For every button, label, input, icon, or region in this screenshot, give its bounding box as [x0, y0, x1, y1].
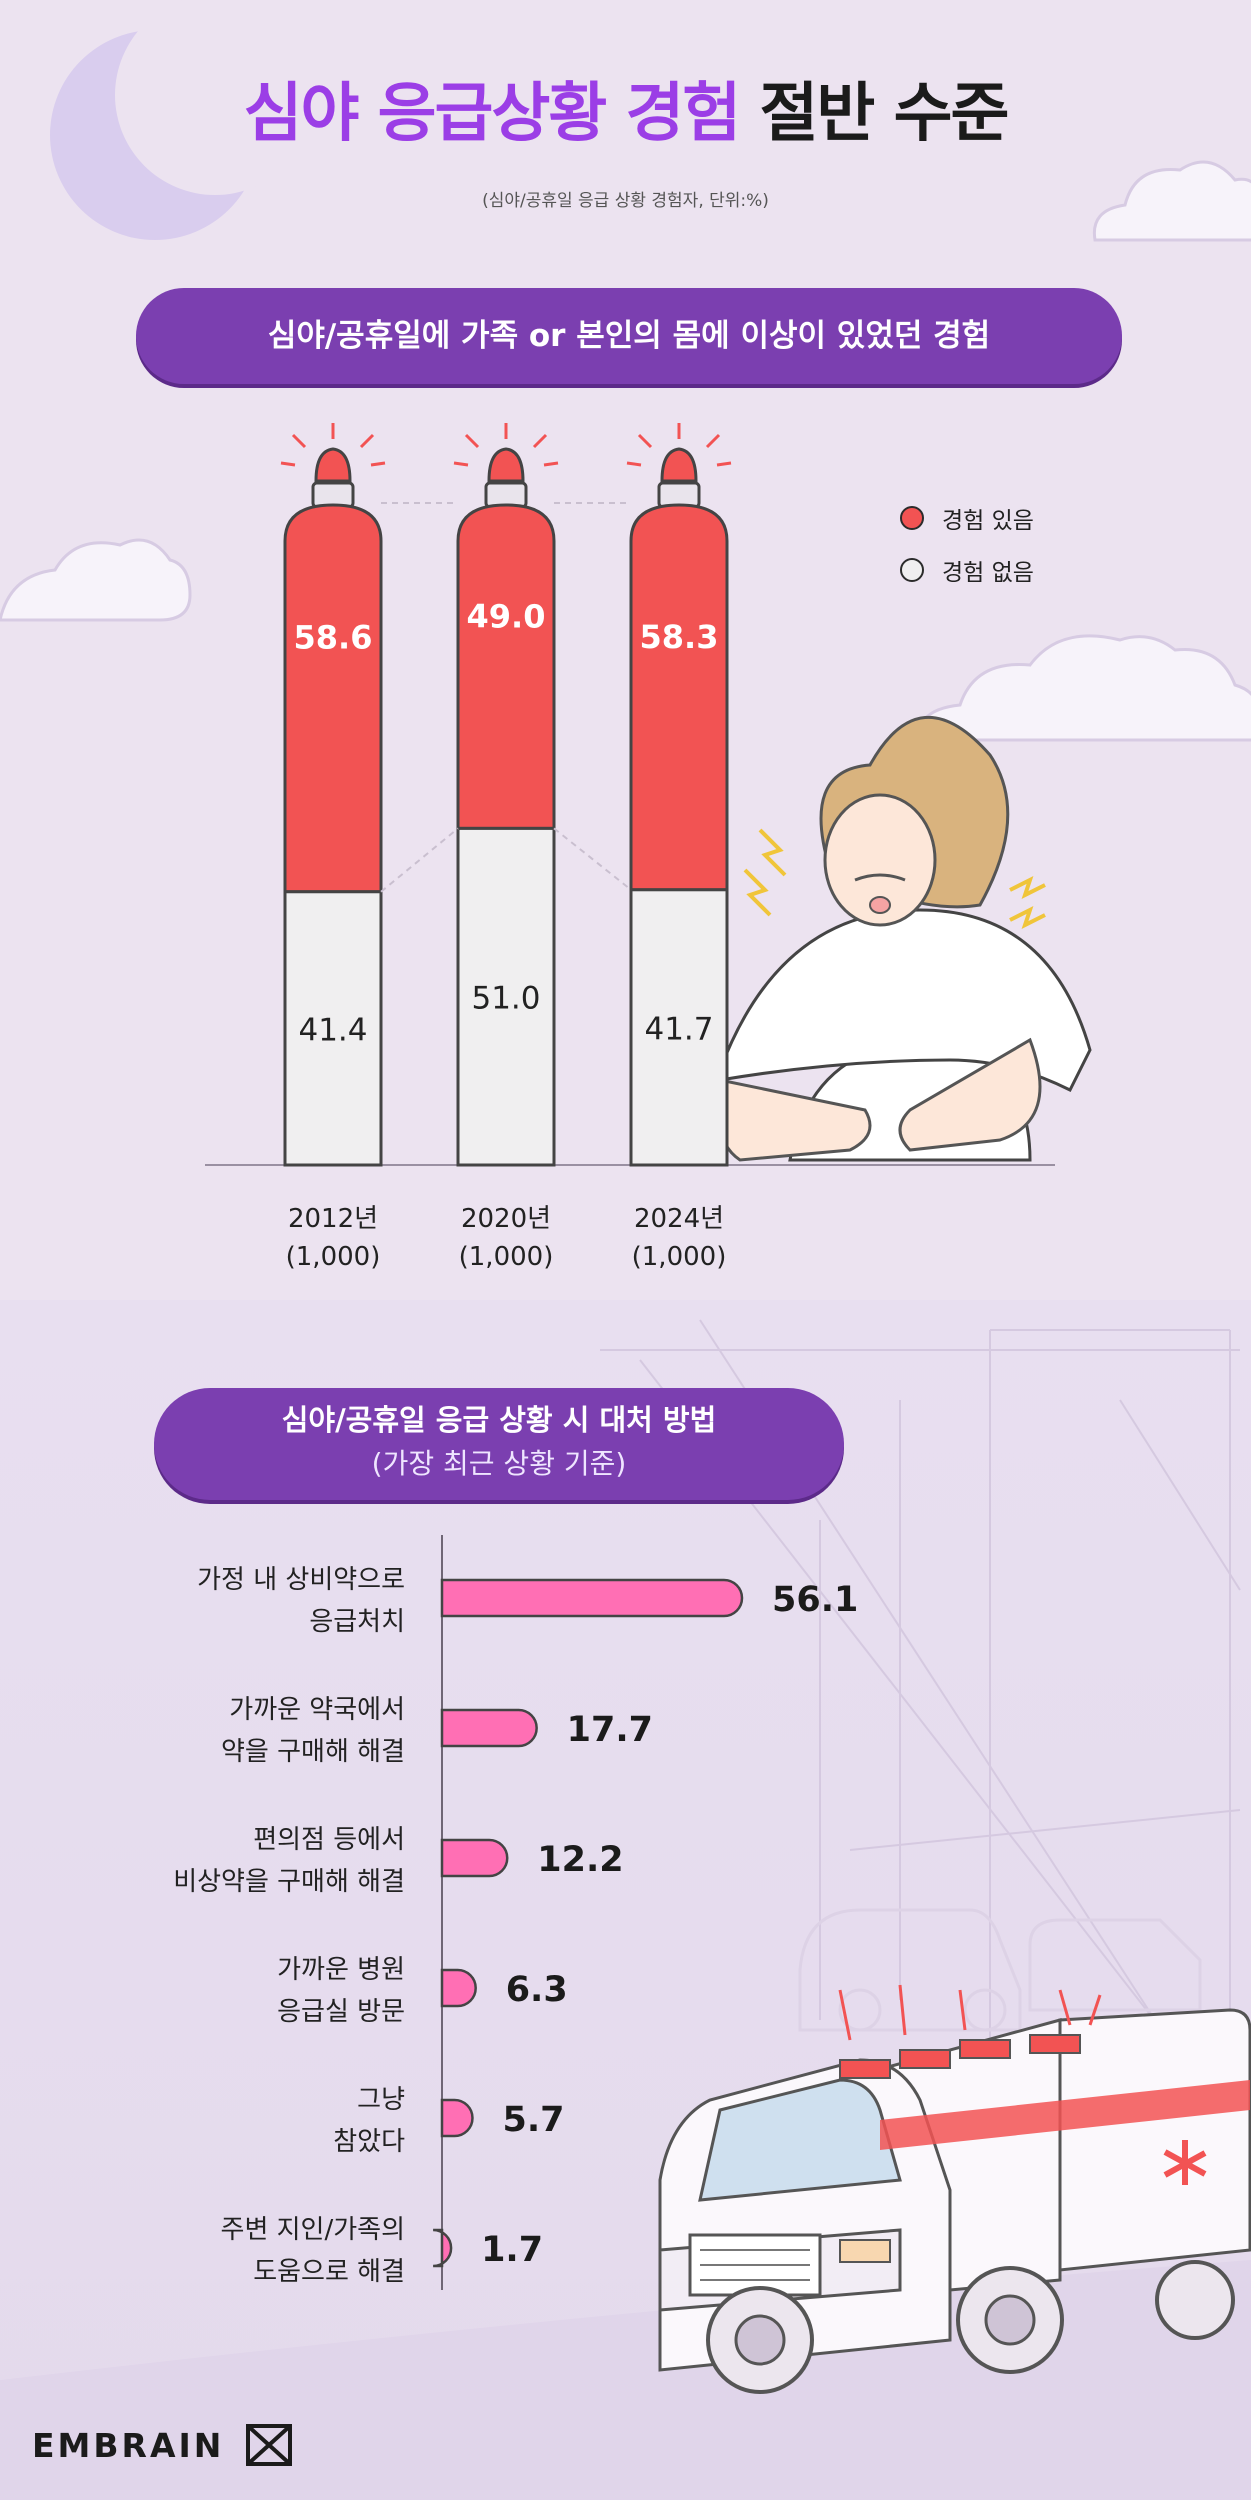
- value-label-experienced: 49.0: [467, 598, 546, 636]
- category-label: 2012년: [288, 1204, 378, 1234]
- category-label: 비상약을 구매해 해결: [173, 1867, 405, 1897]
- legend-label: 경험 있음: [942, 508, 1034, 534]
- title-highlight: 심야 응급상황 경험: [243, 77, 742, 151]
- bar-not-experienced: [629, 888, 729, 1167]
- bar-value-label: 56.1: [772, 1580, 858, 1620]
- value-label-experienced: 58.6: [294, 619, 373, 657]
- bar-experienced: [629, 503, 729, 892]
- bar: [440, 1578, 744, 1618]
- category-label: 2020년: [461, 1204, 551, 1234]
- ambulance-illustration: [658, 1984, 1251, 2394]
- siren-icon: [660, 447, 698, 483]
- trend-connector: [380, 827, 632, 893]
- section2-pill-line2: (가장 최근 상황 기준): [371, 1447, 627, 1480]
- value-label-not-experienced: 41.4: [298, 1012, 367, 1048]
- category-label: 가까운 병원: [277, 1955, 405, 1985]
- sick-woman-illustration: [716, 716, 1092, 1162]
- legend-swatch-gray: [900, 558, 924, 582]
- title-rest: 절반 수준: [759, 77, 1010, 151]
- bar-experienced: [456, 503, 556, 830]
- value-label-experienced: 58.3: [640, 618, 719, 656]
- siren-icon: [314, 447, 352, 483]
- value-label-not-experienced: 41.7: [644, 1011, 713, 1047]
- category-sublabel: (1,000): [459, 1242, 554, 1272]
- page-title: 심야 응급상황 경험 절반 수준: [0, 62, 1251, 154]
- bar: [440, 1838, 509, 1878]
- bar: [433, 2228, 453, 2268]
- bar-value-label: 6.3: [506, 1970, 568, 2010]
- category-label: 도움으로 해결: [253, 2257, 405, 2287]
- chart-legend: 경험 있음 경험 없음: [900, 492, 1034, 596]
- bar: [440, 1708, 538, 1748]
- bar: [440, 2098, 474, 2138]
- category-label: 편의점 등에서: [253, 1825, 405, 1855]
- section2-pill: 심야/공휴일 응급 상황 시 대처 방법 (가장 최근 상황 기준): [154, 1388, 844, 1500]
- category-sublabel: (1,000): [632, 1242, 727, 1272]
- bar: [440, 1968, 477, 2008]
- bar-not-experienced: [456, 826, 556, 1167]
- alarm-rays-icon: [453, 423, 559, 467]
- category-label: 2024년: [634, 1204, 724, 1234]
- category-label: 응급처치: [309, 1607, 405, 1637]
- bar-experienced: [283, 503, 383, 894]
- page-subtitle: (심야/공휴일 응급 상황 경험자, 단위:%): [482, 191, 769, 211]
- category-label: 응급실 방문: [277, 1997, 405, 2027]
- alarm-rays-icon: [626, 423, 732, 467]
- section2-pill-line1: 심야/공휴일 응급 상황 시 대처 방법: [281, 1403, 717, 1437]
- legend-label: 경험 없음: [942, 560, 1034, 586]
- brand-logo: EMBRAIN: [32, 2424, 293, 2466]
- stacked-bar-chart: 58.6 41.4 2012년 (1,000) 49.0 51.0 2020년 (1,000)…: [205, 423, 1055, 1272]
- value-label-not-experienced: 51.0: [471, 981, 540, 1017]
- logo-text: EMBRAIN: [32, 2425, 225, 2465]
- category-label: 약을 구매해 해결: [221, 1737, 405, 1767]
- category-label: 가까운 약국에서: [229, 1695, 405, 1725]
- cloud-icon: [0, 160, 1251, 755]
- bar-cap: [311, 481, 355, 509]
- category-label: 주변 지인/가족의: [221, 2215, 405, 2245]
- section1-pill: 심야/공휴일에 가족 or 본인의 몸에 이상이 있었던 경험: [136, 288, 1122, 384]
- category-sublabel: (1,000): [286, 1242, 381, 1272]
- bar-value-label: 12.2: [537, 1840, 623, 1880]
- bar-cap: [484, 481, 528, 509]
- crescent-moon-icon: [50, 0, 315, 240]
- category-label: 참았다: [333, 2127, 405, 2157]
- embrain-mark-icon: [246, 2424, 293, 2466]
- alarm-rays-icon: [280, 423, 386, 467]
- bar-cap: [657, 481, 701, 509]
- category-label: 가정 내 상비약으로: [197, 1565, 405, 1595]
- bar-value-label: 17.7: [567, 1710, 653, 1750]
- legend-item-not-experienced: 경험 없음: [900, 544, 1034, 596]
- legend-swatch-red: [900, 506, 924, 530]
- legend-item-experienced: 경험 있음: [900, 492, 1034, 544]
- bar-value-label: 5.7: [502, 2100, 564, 2140]
- category-label: 그냥: [357, 2085, 405, 2115]
- siren-icon: [487, 447, 525, 483]
- bar-not-experienced: [283, 890, 383, 1167]
- bar-value-label: 1.7: [481, 2230, 543, 2270]
